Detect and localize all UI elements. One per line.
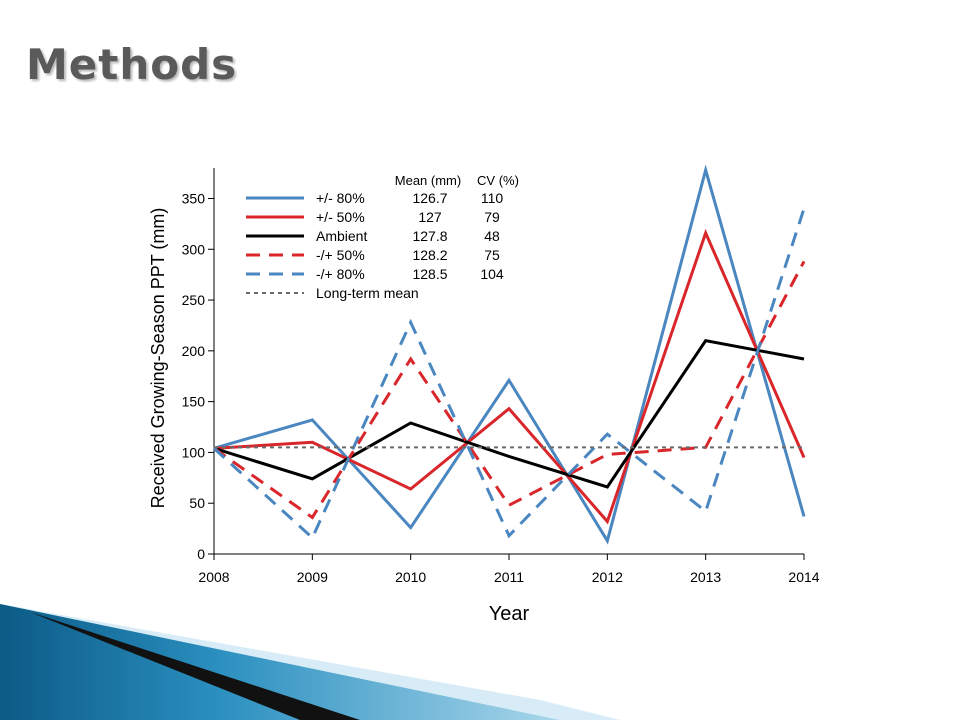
- legend-header-cv: CV (%): [477, 173, 519, 188]
- y-tick-label: 350: [182, 190, 206, 206]
- legend-cv-value: 79: [484, 209, 500, 225]
- x-tick-label: 2009: [297, 569, 328, 585]
- y-tick-label: 50: [189, 495, 205, 511]
- chart-axes: 0 50 100 150 200 250 300 350 2008 2009 2010 2011 201…: [182, 168, 820, 585]
- legend-mean-value: 128.5: [412, 266, 447, 282]
- decor-black-wedge: [30, 612, 360, 720]
- x-tick-label: 2013: [690, 569, 721, 585]
- legend-cv-value: 110: [481, 190, 504, 206]
- x-tick-label: 2014: [788, 569, 819, 585]
- chart-legend: Mean (mm) CV (%) +/- 80% 126.7 110 +/- 50% 127…: [246, 173, 519, 301]
- legend-label: Ambient: [316, 228, 367, 244]
- x-axis-label: Year: [489, 603, 530, 625]
- y-tick-label: 150: [182, 394, 206, 410]
- y-tick-label: 250: [182, 292, 206, 308]
- legend-label: +/- 50%: [316, 209, 365, 225]
- x-tick-label: 2012: [592, 569, 623, 585]
- legend-label: -/+ 50%: [316, 247, 365, 263]
- legend-label: Long-term mean: [316, 285, 419, 301]
- decor-light-wedge: [0, 604, 620, 720]
- legend-mean-value: 128.2: [412, 247, 447, 263]
- slide-title: Methods: [26, 40, 238, 89]
- y-tick-label: 0: [197, 546, 205, 562]
- legend-mean-value: 127.8: [412, 228, 447, 244]
- legend-mean-value: 127: [418, 209, 442, 225]
- y-axis-label: Received Growing-Season PPT (mm): [148, 208, 168, 509]
- y-tick-label: 100: [182, 444, 206, 460]
- legend-cv-value: 48: [484, 228, 500, 244]
- legend-label: -/+ 80%: [316, 266, 365, 282]
- legend-label: +/- 80%: [316, 190, 365, 206]
- x-tick-label: 2011: [494, 569, 524, 585]
- legend-cv-value: 75: [484, 247, 500, 263]
- x-tick-label: 2008: [198, 569, 229, 585]
- legend-header-mean: Mean (mm): [395, 173, 461, 188]
- y-tick-label: 300: [182, 241, 206, 257]
- y-tick-label: 200: [182, 343, 206, 359]
- legend-mean-value: 126.7: [412, 190, 447, 206]
- legend-cv-value: 104: [480, 266, 504, 282]
- series-layer: [212, 164, 806, 545]
- x-tick-label: 2010: [395, 569, 426, 585]
